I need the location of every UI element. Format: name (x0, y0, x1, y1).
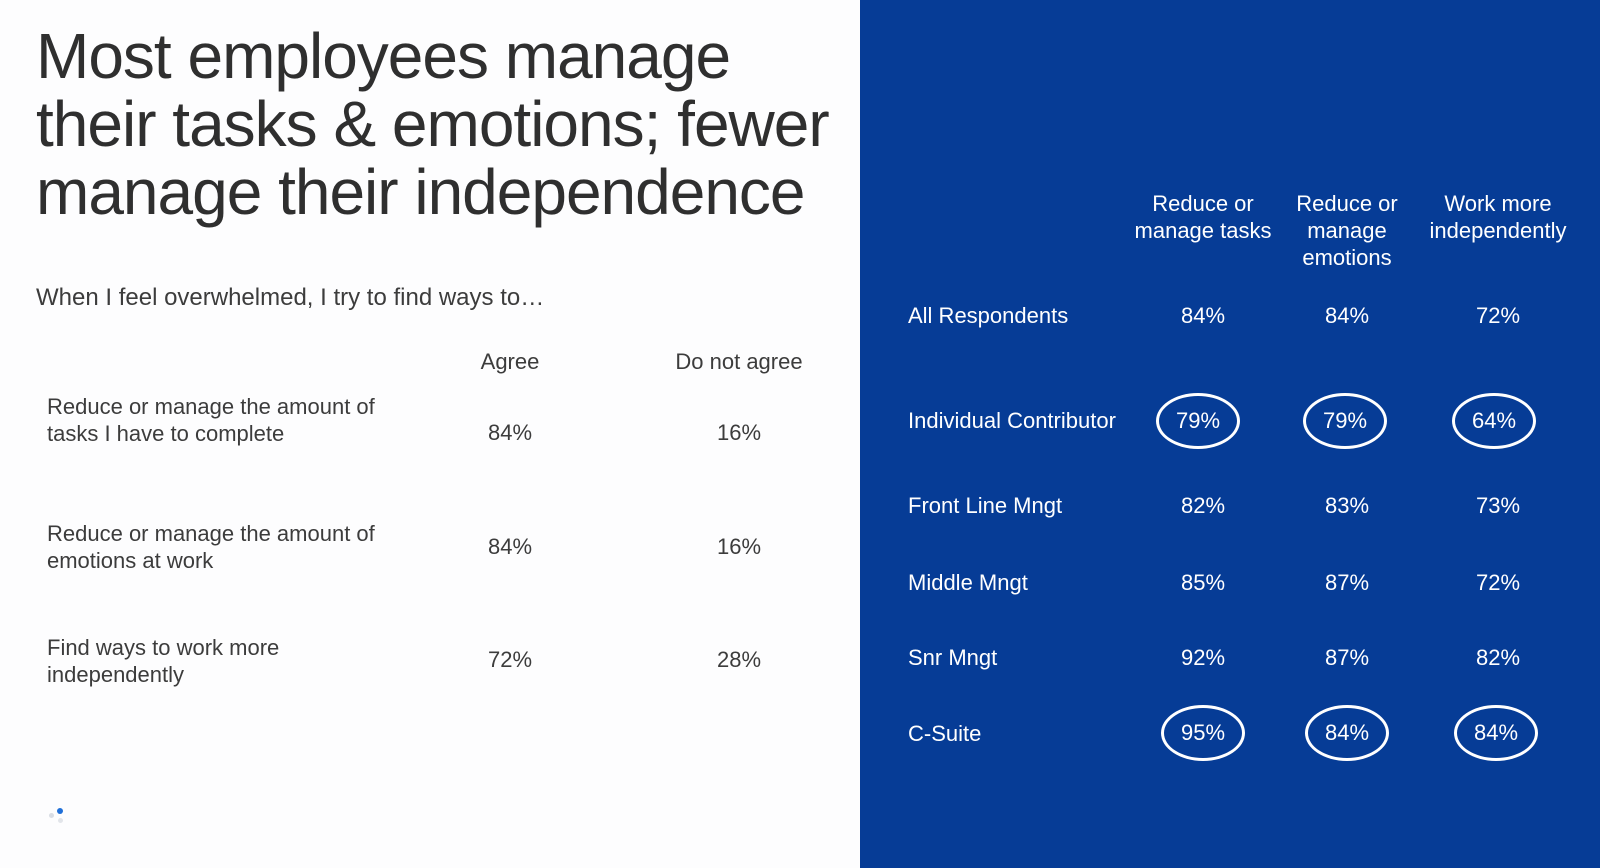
right-cell-value-circled: 79% (1303, 393, 1387, 449)
right-row-label: Snr Mngt (908, 645, 998, 670)
header-work-more-independently: Work more independently (1429, 191, 1567, 243)
right-cell-value: 83% (1324, 493, 1370, 518)
right-cell-value-circled: 95% (1161, 705, 1245, 761)
right-row-label: Individual Contributor (908, 408, 1116, 433)
left-row-label: Find ways to work more independently (47, 635, 280, 687)
right-cell-value: 73% (1475, 493, 1521, 518)
right-cell-value: 92% (1180, 645, 1226, 670)
header-reduce-manage-emotions: Reduce or manage emotions (1296, 191, 1398, 270)
left-row-not-agree: 16% (716, 534, 762, 559)
left-row-label: Reduce or manage the amount of tasks I h… (47, 394, 375, 446)
loading-dot (49, 813, 54, 818)
left-row-label: Reduce or manage the amount of emotions … (47, 521, 375, 573)
right-row-label: C-Suite (908, 721, 982, 746)
left-row-agree: 72% (487, 647, 533, 672)
header-reduce-manage-tasks: Reduce or manage tasks (1134, 191, 1272, 243)
right-cell-value: 87% (1324, 645, 1370, 670)
right-cell-value: 85% (1180, 570, 1226, 595)
left-row-agree: 84% (487, 534, 533, 559)
right-row-label: All Respondents (908, 303, 1069, 328)
right-cell-value-circled: 84% (1305, 705, 1389, 761)
right-cell-value: 72% (1475, 570, 1521, 595)
page-title: Most employees manage their tasks & emot… (36, 20, 830, 228)
right-cell-value: 87% (1324, 570, 1370, 595)
loading-dot (57, 808, 63, 814)
right-cell-value: 82% (1475, 645, 1521, 670)
right-cell-value: 84% (1180, 303, 1226, 328)
loading-dot (58, 818, 63, 823)
left-row-not-agree: 16% (716, 420, 762, 445)
right-cell-value-circled: 79% (1156, 393, 1240, 449)
right-cell-value-circled: 64% (1452, 393, 1536, 449)
right-cell-value-circled: 84% (1454, 705, 1538, 761)
left-panel: Most employees manage their tasks & emot… (36, 20, 830, 823)
subtitle: When I feel overwhelmed, I try to find w… (36, 284, 545, 311)
header-do-not-agree: Do not agree (675, 349, 803, 374)
left-row-not-agree: 28% (716, 647, 762, 672)
header-agree: Agree (480, 349, 540, 374)
right-cell-value: 72% (1475, 303, 1521, 328)
right-row-label: Middle Mngt (908, 570, 1028, 595)
right-cell-value: 82% (1180, 493, 1226, 518)
right-cell-value: 84% (1324, 303, 1370, 328)
left-row-agree: 84% (487, 420, 533, 445)
right-row-label: Front Line Mngt (908, 493, 1063, 518)
